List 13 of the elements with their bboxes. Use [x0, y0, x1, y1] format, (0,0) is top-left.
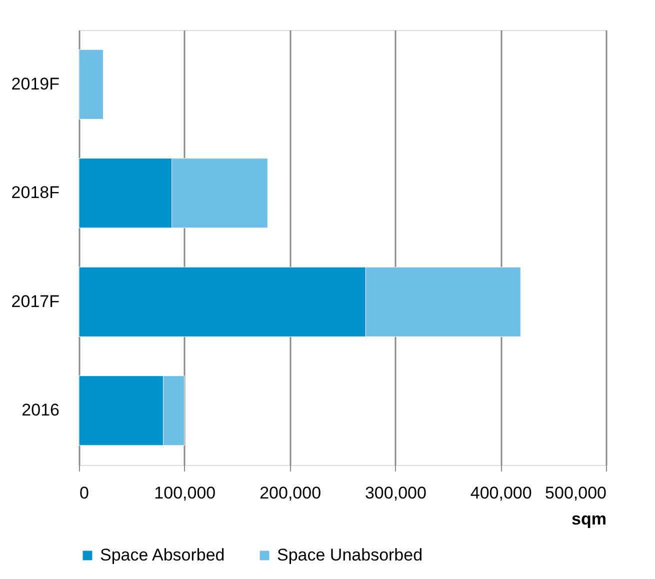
x-tick-label: 100,000: [154, 484, 216, 502]
x-axis-title: sqm: [572, 510, 606, 528]
x-tick-label: 500,000: [545, 484, 606, 502]
x-tick-label: 300,000: [364, 484, 426, 502]
y-tick-label: 2019F: [11, 74, 60, 94]
x-tick-label: 400,000: [470, 484, 532, 502]
x-tick-label: 200,000: [260, 484, 322, 502]
y-tick-label: 2017F: [11, 292, 60, 311]
legend-label: Space Absorbed: [100, 546, 225, 565]
legend-label: Space Unabsorbed: [277, 546, 423, 565]
y-tick-label: 2018F: [11, 183, 60, 202]
x-tick-label: 0: [80, 484, 89, 502]
y-tick-label: 2016: [22, 400, 60, 420]
